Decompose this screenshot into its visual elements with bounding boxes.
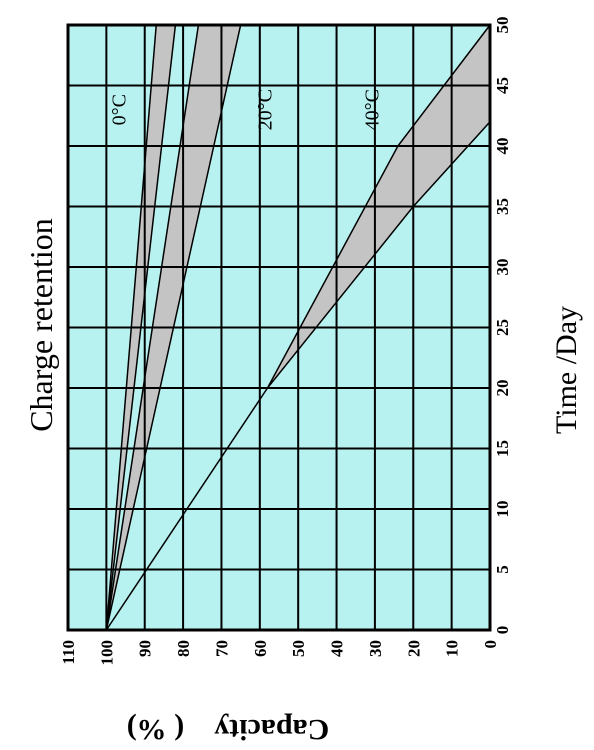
x-tick-label: 30 xyxy=(493,259,512,276)
plot-frame xyxy=(66,23,492,632)
series-label-2: 20°C xyxy=(254,89,276,130)
y-tick-label: 30 xyxy=(366,640,385,657)
series-label-1: 0°C xyxy=(109,94,131,125)
y-tick-label: 50 xyxy=(289,640,308,657)
chart-title: Charge retention xyxy=(23,218,59,432)
y-axis-label: Capacity ( %) xyxy=(127,713,329,746)
capacity-axis-ticks: 110 100 90 80 70 60 50 40 30 20 10 0 xyxy=(59,640,500,666)
x-tick-label: 10 xyxy=(493,501,512,518)
x-tick-label: 45 xyxy=(493,77,512,94)
y-tick-label: 80 xyxy=(174,640,193,657)
x-tick-label: 0 xyxy=(493,626,512,635)
x-tick-label: 40 xyxy=(493,138,512,155)
x-tick-label: 15 xyxy=(493,440,512,457)
time-axis-ticks: 0 5 10 15 20 25 30 35 40 45 50 xyxy=(493,17,512,635)
temperature-labels: 0°C 20°C 40°C xyxy=(109,89,384,130)
x-tick-label: 35 xyxy=(493,198,512,215)
grid-lines xyxy=(68,25,490,630)
y-tick-label: 20 xyxy=(404,640,423,657)
x-axis-label: Time /Day xyxy=(550,306,583,434)
y-tick-label: 100 xyxy=(97,640,116,666)
x-tick-label: 20 xyxy=(493,380,512,397)
y-tick-label: 40 xyxy=(328,640,347,657)
y-tick-label: 70 xyxy=(212,640,231,657)
x-tick-label: 5 xyxy=(493,565,512,574)
y-tick-label: 110 xyxy=(59,640,78,665)
y-tick-label: 0 xyxy=(481,640,500,649)
plot-area xyxy=(66,23,492,632)
y-tick-label: 90 xyxy=(136,640,155,657)
y-tick-label: 10 xyxy=(443,640,462,657)
x-tick-label: 50 xyxy=(493,17,512,34)
x-tick-label: 25 xyxy=(493,319,512,336)
y-tick-label: 60 xyxy=(251,640,270,657)
series-label-3: 40°C xyxy=(362,89,384,130)
